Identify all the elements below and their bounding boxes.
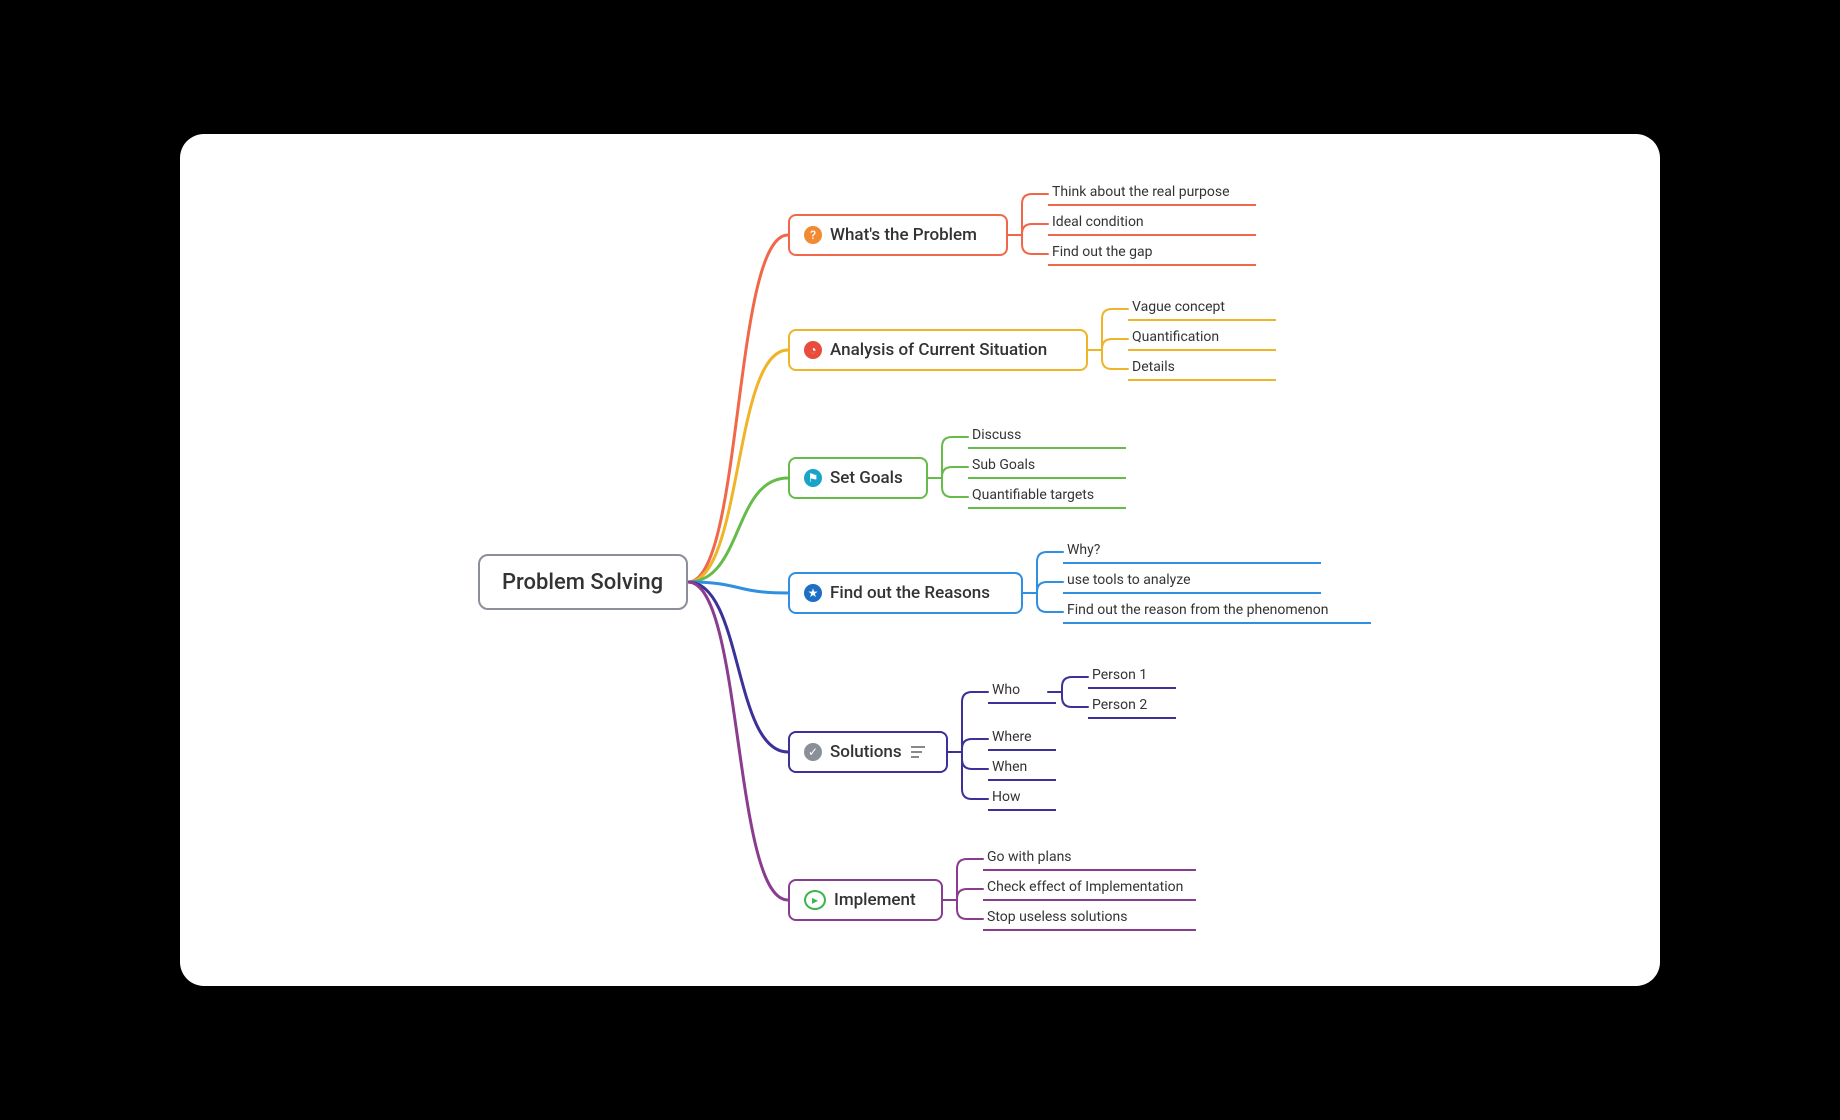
analysis-icon: ◔	[804, 341, 822, 359]
implement-icon: ▸	[804, 890, 826, 910]
solutions-icon: ✓	[804, 743, 822, 761]
branch-label: Analysis of Current Situation	[830, 340, 1047, 360]
leaf-node[interactable]: Sub Goals	[968, 457, 1126, 479]
branch-solutions[interactable]: ✓ Solutions	[788, 731, 948, 773]
branch-implement[interactable]: ▸ Implement	[788, 879, 943, 921]
branch-label: What's the Problem	[830, 225, 977, 245]
branch-label: Implement	[834, 890, 916, 910]
sub-branch-node[interactable]: How	[988, 789, 1056, 811]
leaf-node[interactable]: Think about the real purpose	[1048, 184, 1256, 206]
connector-layer	[180, 134, 1660, 986]
root-label: Problem Solving	[502, 570, 663, 595]
leaf-node[interactable]: Find out the reason from the phenomenon	[1063, 602, 1371, 624]
leaf-node[interactable]: Go with plans	[983, 849, 1196, 871]
branch-label: Solutions	[830, 742, 902, 762]
goals-icon: ⚑	[804, 469, 822, 487]
leaf-node[interactable]: Stop useless solutions	[983, 909, 1196, 931]
leaf-node[interactable]: Details	[1128, 359, 1276, 381]
leaf-node[interactable]: Check effect of Implementation	[983, 879, 1196, 901]
sub-branch-node[interactable]: Where	[988, 729, 1056, 751]
leaf-node[interactable]: Person 2	[1088, 697, 1176, 719]
leaf-node[interactable]: Quantification	[1128, 329, 1276, 351]
leaf-node[interactable]: Quantifiable targets	[968, 487, 1126, 509]
branch-analysis[interactable]: ◔ Analysis of Current Situation	[788, 329, 1088, 371]
branch-goals[interactable]: ⚑ Set Goals	[788, 457, 928, 499]
reasons-icon: ★	[804, 584, 822, 602]
mindmap-canvas: Problem Solving? What's the Problem Think …	[180, 134, 1660, 986]
leaf-node[interactable]: Vague concept	[1128, 299, 1276, 321]
leaf-node[interactable]: Why?	[1063, 542, 1321, 564]
leaf-node[interactable]: Ideal condition	[1048, 214, 1256, 236]
sub-branch-node[interactable]: When	[988, 759, 1056, 781]
leaf-node[interactable]: use tools to analyze	[1063, 572, 1321, 594]
leaf-node[interactable]: Discuss	[968, 427, 1126, 449]
branch-problem[interactable]: ? What's the Problem	[788, 214, 1008, 256]
branch-label: Set Goals	[830, 468, 903, 488]
branch-reasons[interactable]: ★ Find out the Reasons	[788, 572, 1023, 614]
problem-icon: ?	[804, 226, 822, 244]
root-node[interactable]: Problem Solving	[478, 554, 688, 610]
branch-label: Find out the Reasons	[830, 583, 990, 603]
notes-icon[interactable]	[910, 745, 926, 759]
leaf-node[interactable]: Find out the gap	[1048, 244, 1256, 266]
leaf-node[interactable]: Person 1	[1088, 667, 1176, 689]
sub-branch-node[interactable]: Who	[988, 682, 1056, 704]
